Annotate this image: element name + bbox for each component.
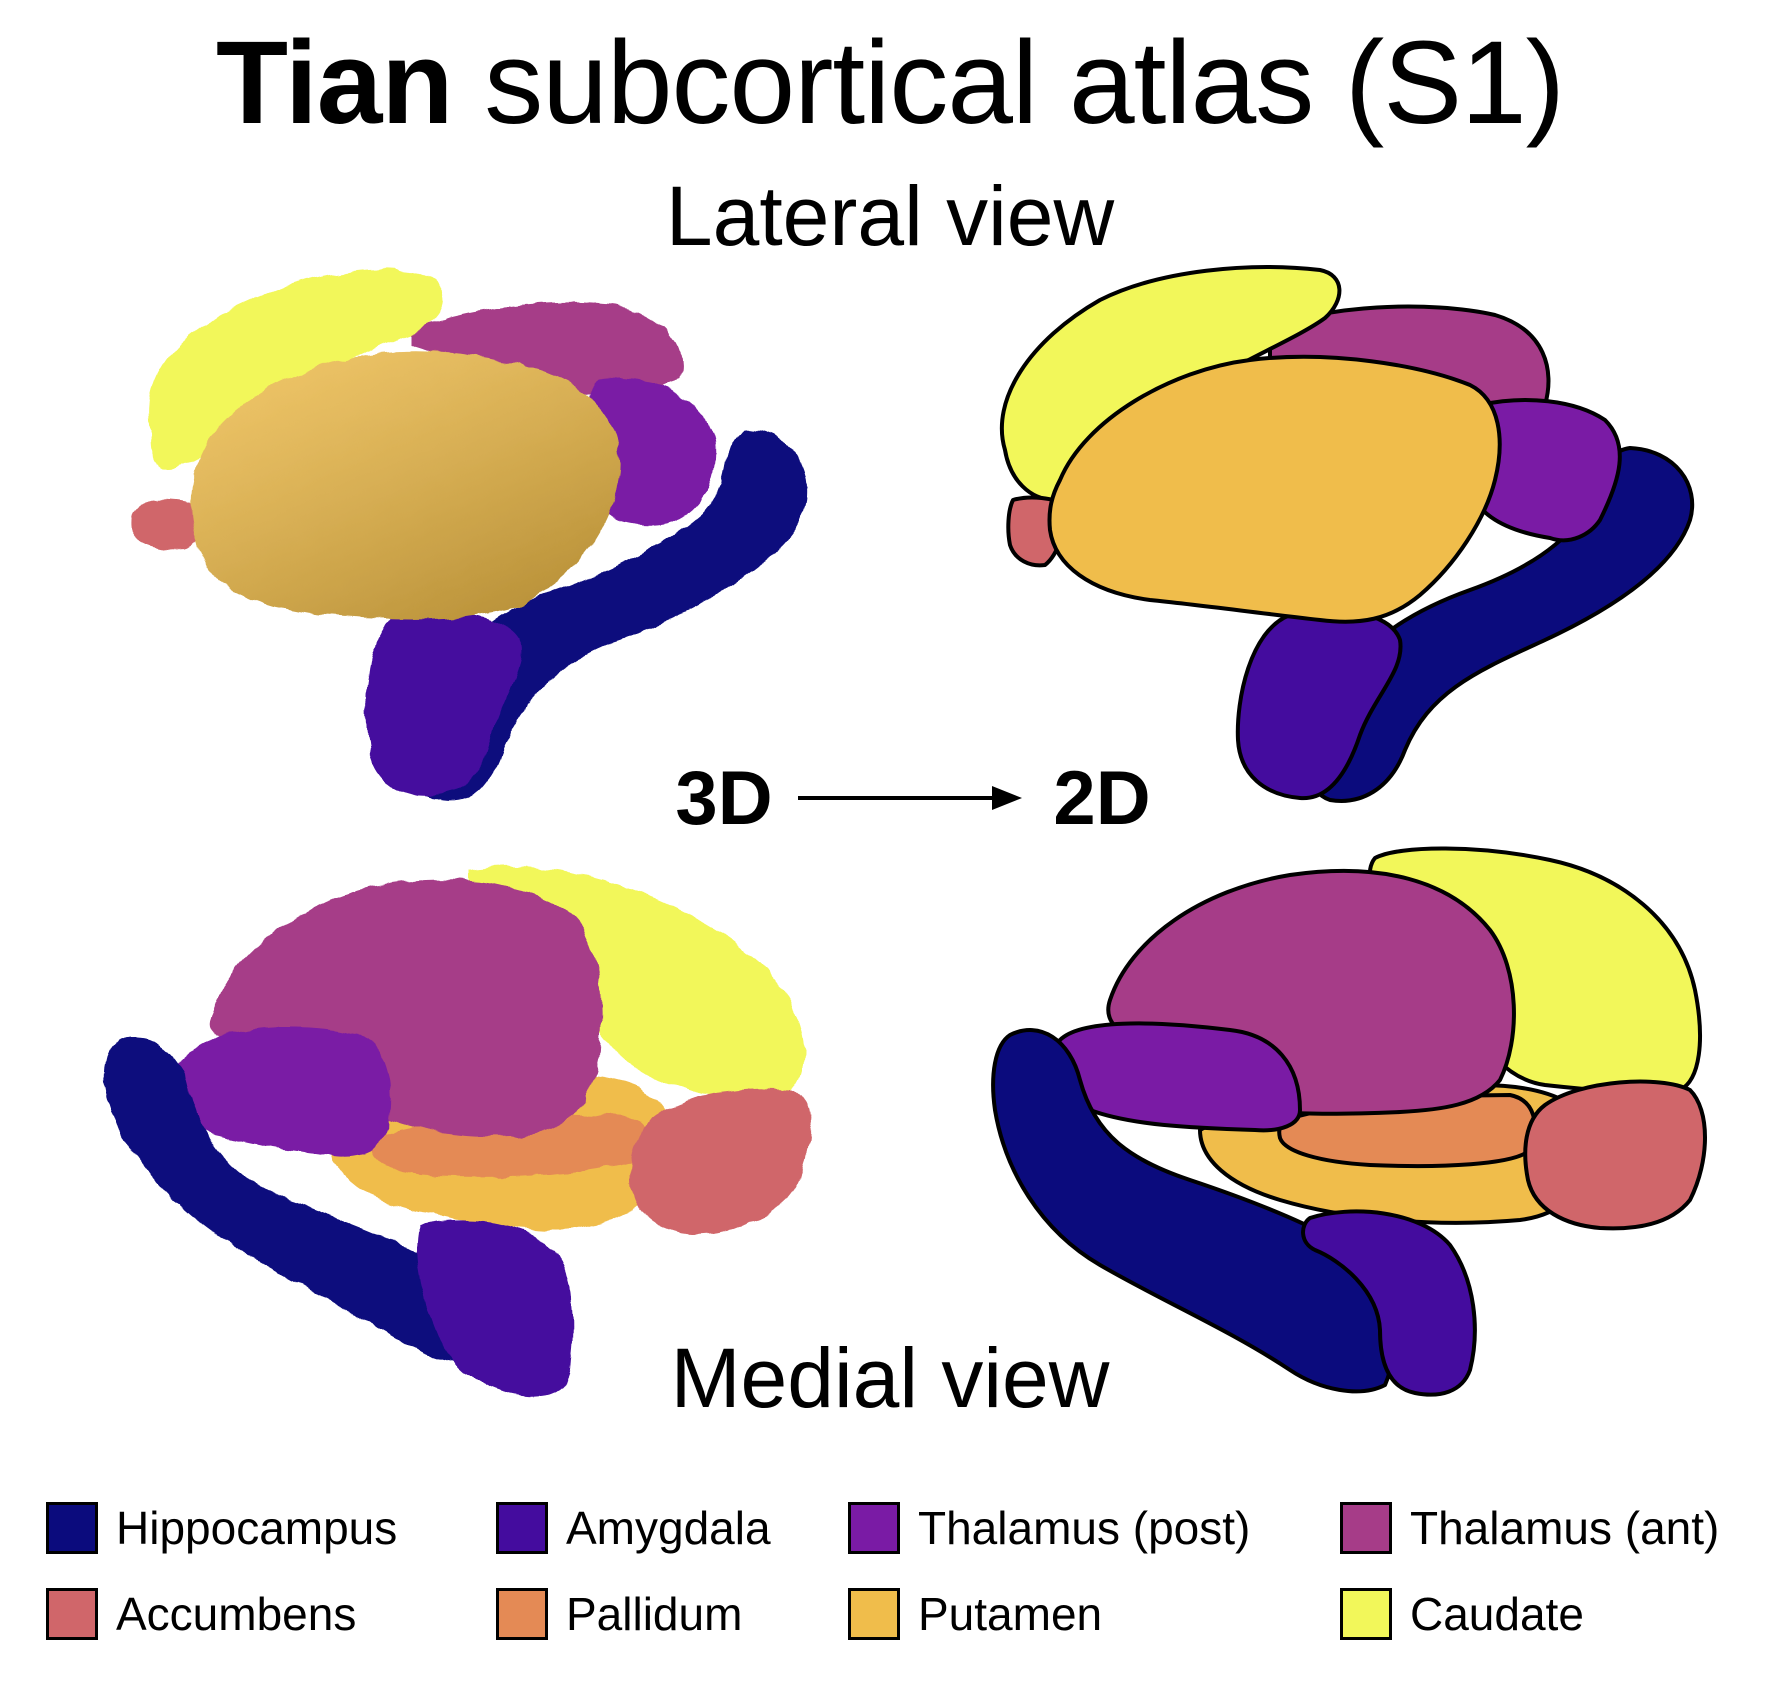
legend-swatch [848,1588,900,1640]
legend-swatch [496,1588,548,1640]
medial-view-label: Medial view [670,1331,1110,1425]
legend-item-amygdala: Amygdala [496,1498,771,1558]
legend-item-thalamus-ant: Thalamus (ant) [1340,1498,1719,1558]
lateral-view-label: Lateral view [665,169,1115,263]
title-bold: Tian [216,17,453,149]
label-2d: 2D [1053,756,1150,841]
legend-item-accumbens: Accumbens [46,1584,356,1644]
legend-label: Putamen [918,1588,1103,1640]
medial-3d-thalamus-post [171,1027,392,1157]
legend-swatch [496,1502,548,1554]
legend-swatch [46,1588,98,1640]
medial-3d-hippocampus [104,1037,497,1363]
legend-item-pallidum: Pallidum [496,1584,742,1644]
lateral-3d-amygdala [366,611,522,796]
legend-label: Thalamus (ant) [1410,1502,1720,1554]
legend-item-thalamus-post: Thalamus (post) [848,1498,1250,1558]
legend-label: Hippocampus [116,1502,398,1554]
legend-swatch [1340,1502,1392,1554]
figure-title: Tian subcortical atlas (S1) [0,18,1780,148]
legend-item-caudate: Caudate [1340,1584,1584,1644]
legend-swatch [46,1502,98,1554]
legend-label: Thalamus (post) [918,1502,1251,1554]
legend: Hippocampus Amygdala Thalamus (post) Tha… [0,1498,1780,1668]
lateral-2d-amygdala [1235,608,1403,801]
title-rest: subcortical atlas (S1) [452,17,1565,149]
legend-label: Caudate [1410,1588,1584,1640]
medial-3d-accumbens [630,1088,811,1235]
legend-label: Accumbens [116,1588,357,1640]
lateral-2d-schematic [999,265,1695,803]
arrow-head [992,786,1022,810]
medial-2d-schematic [991,846,1707,1397]
medial-2d-amygdala [1301,1209,1477,1397]
label-3d: 3D [675,756,772,841]
legend-swatch [1340,1588,1392,1640]
lateral-3d-thalamus-ant [410,302,682,395]
medial-3d-amygdala [416,1220,573,1397]
lateral-2d-putamen [1047,354,1502,624]
lateral-3d-shading [191,351,621,620]
lateral-2d-hippocampus [1309,446,1695,803]
legend-label: Pallidum [566,1588,743,1640]
legend-label: Amygdala [566,1502,771,1554]
medial-2d-accumbens [1523,1079,1707,1231]
lateral-3d-render [131,269,807,801]
legend-item-putamen: Putamen [848,1584,1102,1644]
medial-3d-render [104,866,811,1397]
legend-swatch [848,1502,900,1554]
transform-arrow: 3D 2D [675,756,1150,841]
legend-item-hippocampus: Hippocampus [46,1498,397,1558]
lateral-3d-accumbens [131,498,205,551]
lateral-3d-caudate [148,269,444,469]
lateral-3d-hippocampus [411,428,807,801]
medial-2d-hippocampus [991,1028,1398,1394]
